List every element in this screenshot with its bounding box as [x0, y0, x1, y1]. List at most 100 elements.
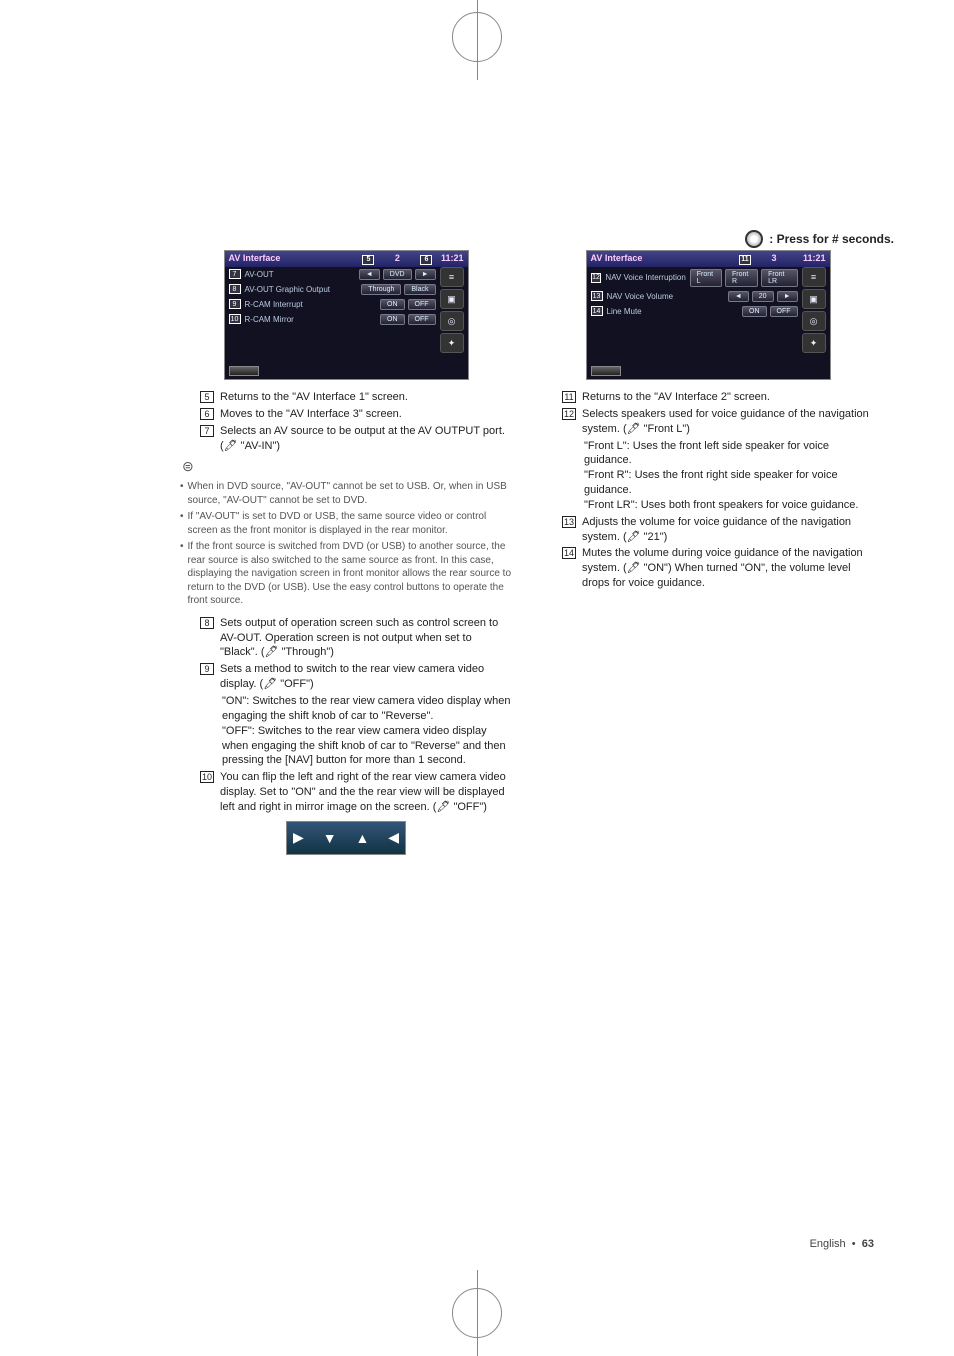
- screen3-clock: 11:21: [803, 253, 826, 263]
- screen-option-button[interactable]: Front R: [725, 269, 758, 287]
- screen-setting-row: 8AV-OUT Graphic OutputThroughBlack: [225, 282, 468, 297]
- note-bullet: •When in DVD source, "AV-OUT" cannot be …: [180, 480, 512, 507]
- right-column: AV Interface 11 3 11:21 12 NAV Voice Inte…: [542, 250, 874, 855]
- numbered-item: 12Selects speakers used for voice guidan…: [562, 407, 874, 437]
- mirror-left-arrow-icon: ◀: [388, 829, 399, 846]
- press-note-text: : Press for # seconds.: [769, 232, 894, 246]
- mirror-diagram: ▶ ▼ ▲ ◀: [286, 821, 406, 855]
- screen-option-button[interactable]: Front LR: [761, 269, 797, 287]
- media-icon: ▣: [440, 289, 464, 309]
- item-number-box: 7: [200, 425, 214, 437]
- screen-option-button[interactable]: OFF: [770, 306, 798, 317]
- screen-setting-row: 7 AV-OUT ◄DVD►: [225, 267, 468, 282]
- screen-option-button[interactable]: Front L: [690, 269, 722, 287]
- equalizer-icon: ≡: [802, 267, 826, 287]
- row-callout: 7: [229, 269, 241, 279]
- content-columns: AV Interface 5 2 6 11:21 7AV-OUT◄DVD►8AV…: [180, 250, 874, 855]
- item-number-box: 6: [200, 408, 214, 420]
- item-text: Sets a method to switch to the rear view…: [220, 662, 512, 692]
- numbered-item: 14 Mutes the volume during voice guidance…: [562, 546, 874, 591]
- screen2-callout-5: 5: [362, 255, 374, 265]
- numbered-item: 6 Moves to the "AV Interface 3" screen.: [200, 407, 512, 422]
- note-bullet: •If "AV-OUT" is set to DVD or USB, the s…: [180, 510, 512, 537]
- screen-option-button[interactable]: ON: [742, 306, 767, 317]
- row-callout: 9: [229, 299, 241, 309]
- disc-side-icon: ◎: [440, 311, 464, 331]
- globe-note-icon: ⊜: [182, 457, 512, 476]
- mirror-right-arrow-icon: ▶: [293, 829, 304, 846]
- item-subtext: "OFF": Switches to the rear view camera …: [222, 724, 512, 769]
- screen-option-button[interactable]: Through: [361, 284, 401, 295]
- numbered-item: 9 Sets a method to switch to the rear vie…: [200, 662, 512, 692]
- mirror-up-triangle-icon: ▲: [355, 830, 369, 846]
- row-callout: 14: [591, 306, 603, 316]
- page-footer: English • 63: [810, 1238, 874, 1250]
- screen2-pager-num: 2: [395, 253, 400, 263]
- row-label: AV-OUT: [245, 270, 274, 279]
- numbered-item: 13 Adjusts the volume for voice guidance …: [562, 515, 874, 545]
- footer-lang: English: [810, 1238, 846, 1250]
- item-number-box: 9: [200, 663, 214, 675]
- item-number-box: 13: [562, 516, 576, 528]
- screen2-side-icons: ≡ ▣ ◎ ✦: [440, 267, 466, 353]
- item-subtext: "ON": Switches to the rear view camera v…: [222, 694, 512, 724]
- screen-option-button[interactable]: ON: [380, 299, 405, 310]
- row-label: Line Mute: [607, 307, 642, 316]
- screen-option-button[interactable]: OFF: [408, 299, 436, 310]
- screen3-bottom-tab: [591, 366, 621, 376]
- screen2-callout-6: 6: [420, 255, 432, 265]
- item-text: Mutes the volume during voice guidance o…: [582, 546, 874, 591]
- screen-option-button[interactable]: ON: [380, 314, 405, 325]
- note-bullet: •If the front source is switched from DV…: [180, 540, 512, 608]
- screen3-title: AV Interface: [591, 253, 643, 265]
- screen-option-button[interactable]: ◄: [728, 291, 749, 302]
- screen3-pager-num: 3: [771, 253, 776, 263]
- registration-mark-bottom: [452, 1288, 502, 1338]
- settings-icon: ✦: [802, 333, 826, 353]
- equalizer-icon: ≡: [440, 267, 464, 287]
- media-icon: ▣: [802, 289, 826, 309]
- item-number-box: 11: [562, 391, 576, 403]
- row-label: NAV Voice Interruption: [605, 273, 685, 282]
- item-text: Moves to the "AV Interface 3" screen.: [220, 407, 402, 422]
- row-label: NAV Voice Volume: [607, 292, 674, 301]
- item-subtext: "Front L": Uses the front left side spea…: [584, 439, 874, 469]
- screen-option-button[interactable]: ►: [777, 291, 798, 302]
- screen2-title: AV Interface: [229, 253, 281, 265]
- item-number-box: 8: [200, 617, 214, 629]
- numbered-item: 5 Returns to the "AV Interface 1" screen.: [200, 390, 512, 405]
- numbered-item: 11Returns to the "AV Interface 2" screen…: [562, 390, 874, 405]
- item-number-box: 12: [562, 408, 576, 420]
- numbered-item: 7 Selects an AV source to be output at th…: [200, 424, 512, 454]
- registration-mark-top: [452, 12, 502, 62]
- item-number-box: 14: [562, 547, 576, 559]
- screen3-side-icons: ≡ ▣ ◎ ✦: [802, 267, 828, 353]
- footer-page: 63: [862, 1238, 874, 1250]
- row-label: R-CAM Interrupt: [245, 300, 303, 309]
- item-text: Selects an AV source to be output at the…: [220, 424, 512, 454]
- note-block: ⊜ •When in DVD source, "AV-OUT" cannot b…: [180, 457, 512, 607]
- item-text: You can flip the left and right of the r…: [220, 770, 512, 815]
- screen-option-button[interactable]: 20: [752, 291, 774, 302]
- item-text: Adjusts the volume for voice guidance of…: [582, 515, 874, 545]
- mirror-down-triangle-icon: ▼: [323, 830, 337, 846]
- item-number-box: 5: [200, 391, 214, 403]
- screen2-bottom-tab: [229, 366, 259, 376]
- screen-option-button[interactable]: ◄: [359, 269, 380, 280]
- screen-option-button[interactable]: DVD: [383, 269, 412, 280]
- row-label: AV-OUT Graphic Output: [245, 285, 331, 294]
- screen-option-button[interactable]: ►: [415, 269, 436, 280]
- item-subtext: "Front LR": Uses both front speakers for…: [584, 498, 874, 513]
- disc-side-icon: ◎: [802, 311, 826, 331]
- screen3-titlebar: AV Interface 11 3 11:21: [587, 251, 830, 267]
- item-text: Returns to the "AV Interface 1" screen.: [220, 390, 408, 405]
- disc-icon: [745, 230, 763, 248]
- row-label: R-CAM Mirror: [245, 315, 294, 324]
- screen-setting-row: 14 Line Mute ONOFF: [587, 304, 830, 319]
- row-callout: 13: [591, 291, 603, 301]
- screen-option-button[interactable]: OFF: [408, 314, 436, 325]
- screen-av-interface-3: AV Interface 11 3 11:21 12NAV Voice Inte…: [586, 250, 831, 380]
- screen-option-button[interactable]: Black: [404, 284, 435, 295]
- item-subtext: "Front R": Uses the front right side spe…: [584, 468, 874, 498]
- screen-av-interface-2: AV Interface 5 2 6 11:21 7AV-OUT◄DVD►8AV…: [224, 250, 469, 380]
